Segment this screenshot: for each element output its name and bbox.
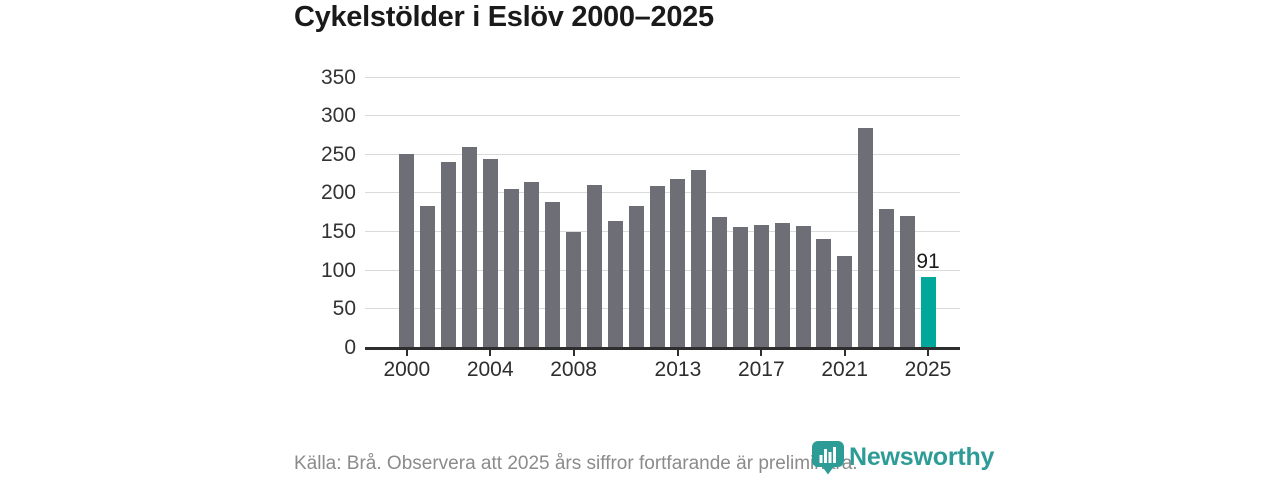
gridline-300 bbox=[365, 115, 960, 117]
x-axis-tick-label-2017: 2017 bbox=[737, 358, 785, 381]
x-axis-tick-2025 bbox=[927, 350, 929, 356]
bar-2002 bbox=[441, 161, 456, 347]
bar-2009 bbox=[586, 184, 602, 347]
x-axis-line bbox=[365, 347, 960, 350]
plot-area: 2000 2004 2008 2013 2017 2021 2025 91 bbox=[365, 66, 960, 381]
bar-2017 bbox=[753, 224, 769, 347]
bar-2015 bbox=[712, 217, 728, 347]
bar-2024 bbox=[899, 216, 915, 347]
bar-2021 bbox=[837, 255, 853, 347]
bar-2013 bbox=[670, 179, 686, 347]
bar-2010 bbox=[607, 221, 623, 347]
y-axis-tick-label-150: 150 bbox=[320, 220, 356, 244]
x-axis-tick-2017 bbox=[760, 350, 763, 356]
y-axis-tick-label-300: 300 bbox=[320, 104, 356, 128]
bar-2016 bbox=[732, 227, 748, 347]
bar-2018 bbox=[774, 222, 790, 347]
y-axis-tick-label-0: 0 bbox=[344, 336, 356, 359]
bar-2012 bbox=[649, 186, 665, 347]
gridline-350 bbox=[365, 76, 960, 78]
x-axis-tick-label-2021: 2021 bbox=[821, 358, 869, 381]
newsworthy-logo[interactable]: Newsworthy bbox=[812, 441, 994, 477]
x-axis-tick-label-2000: 2000 bbox=[383, 358, 431, 381]
bar-2007 bbox=[545, 201, 561, 347]
bar-2000 bbox=[399, 153, 415, 347]
bar-2025 bbox=[920, 276, 936, 347]
bar-2001 bbox=[420, 206, 436, 347]
y-axis-tick-label-200: 200 bbox=[320, 181, 356, 205]
x-axis-tick-2021 bbox=[843, 350, 846, 356]
y-axis-tick-label-50: 50 bbox=[332, 297, 356, 321]
x-axis-tick-label-2008: 2008 bbox=[550, 358, 597, 381]
bar-2004 bbox=[482, 159, 498, 347]
x-axis-tick-label-2013: 2013 bbox=[654, 358, 702, 381]
bar-2023 bbox=[878, 209, 894, 347]
bar-2006 bbox=[524, 181, 540, 347]
x-axis-tick-2004 bbox=[489, 350, 492, 356]
bar-2020 bbox=[816, 238, 832, 347]
x-axis-tick-2013 bbox=[676, 350, 679, 356]
x-axis-tick-label-2004: 2004 bbox=[466, 358, 514, 381]
x-axis-tick-2000 bbox=[405, 350, 408, 356]
y-axis-tick-label-250: 250 bbox=[320, 142, 356, 166]
bar-2011 bbox=[628, 205, 644, 347]
bar-2014 bbox=[691, 170, 707, 347]
bar-2008 bbox=[566, 231, 582, 347]
bar-2003 bbox=[461, 146, 477, 347]
bar-2005 bbox=[503, 188, 519, 347]
newsworthy-marker-bar-chart-icon bbox=[812, 441, 844, 477]
y-axis-tick-label-350: 350 bbox=[320, 65, 356, 89]
x-axis-tick-label-2025: 2025 bbox=[904, 358, 952, 381]
bar-2022 bbox=[858, 127, 873, 347]
chart-title: Cykelstölder i Eslöv 2000–2025 bbox=[294, 1, 714, 33]
source-note: Källa: Brå. Observera att 2025 års siffr… bbox=[294, 453, 858, 474]
bar-2019 bbox=[795, 226, 811, 347]
newsworthy-wordmark: Newsworthy bbox=[849, 443, 995, 471]
x-axis-tick-2008 bbox=[572, 350, 575, 356]
bar-value-label: 91 bbox=[916, 249, 940, 273]
y-axis-tick-label-100: 100 bbox=[320, 258, 356, 282]
y-axis: 0 50 100 150 200 250 300 350 bbox=[292, 65, 356, 359]
gridline-250 bbox=[365, 153, 960, 155]
